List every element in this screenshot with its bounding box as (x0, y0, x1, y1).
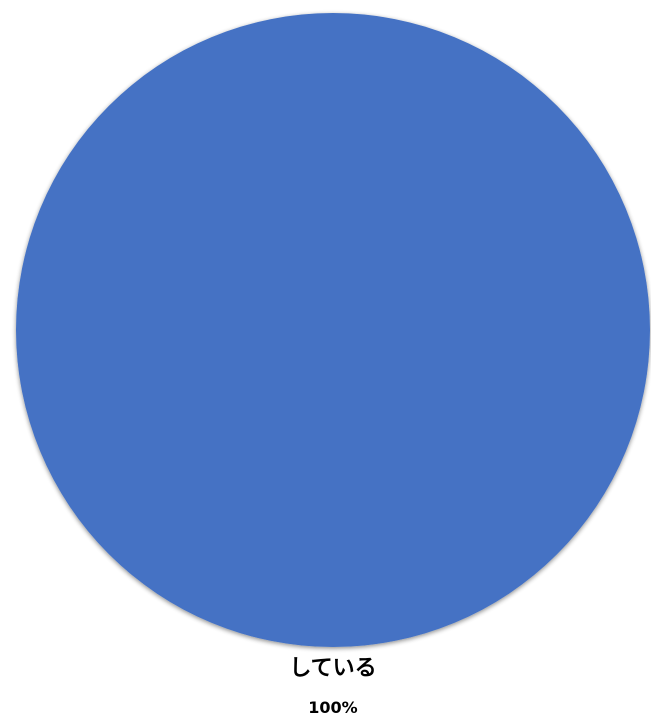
slice-percent-label: 100% (308, 698, 357, 717)
pie-slices (16, 13, 650, 647)
pie-labels: している 100% (289, 656, 376, 717)
slice-category-label: している (289, 656, 376, 681)
pie-slice (16, 13, 650, 647)
